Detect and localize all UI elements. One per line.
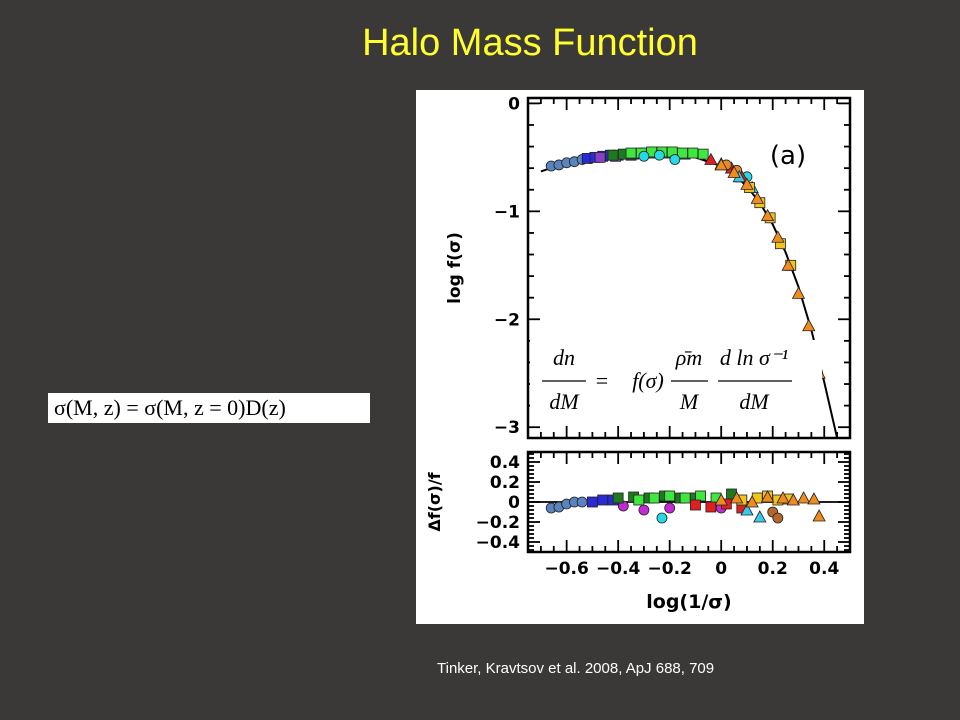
bottom-xtick-label: 0.2 <box>758 559 788 579</box>
equation-inset-term: f(σ) <box>632 368 664 393</box>
data-point <box>727 165 741 178</box>
data-point <box>802 318 816 332</box>
bottom-ytick-label: 0 <box>508 493 520 513</box>
bottom-ytick-label: 0.2 <box>490 473 520 493</box>
residual-point <box>740 503 754 516</box>
residual-point <box>656 512 668 524</box>
residual-point <box>729 491 744 504</box>
data-point <box>669 154 681 165</box>
data-point <box>714 158 728 171</box>
equation-inset-term: dM <box>549 389 580 414</box>
sigma-equation: σ(M, z) = σ(M, z = 0)D(z) <box>48 393 370 423</box>
top-ytick-label: −2 <box>494 310 520 330</box>
residual-point <box>714 493 728 506</box>
residual-point <box>705 501 717 513</box>
data-point <box>771 230 785 243</box>
bottom-xtick-label: −0.6 <box>544 559 588 579</box>
residual-point <box>807 492 821 505</box>
residual-point <box>664 502 676 514</box>
data-point <box>704 152 718 165</box>
bottom-ytick-label: 0.4 <box>490 453 520 473</box>
bottom-xtick-label: 0.4 <box>809 559 839 579</box>
residual-point <box>760 490 775 503</box>
bottom-ytick-label: −0.2 <box>476 513 520 533</box>
residual-point <box>679 492 691 504</box>
bottom-ytick-label: −0.4 <box>476 533 521 553</box>
residual-point <box>597 494 609 506</box>
residual-point <box>612 492 624 504</box>
equation-inset-bg <box>530 340 822 424</box>
residual-point <box>786 493 801 506</box>
top-frame <box>526 96 852 440</box>
residual-point <box>772 512 784 524</box>
equation-inset-term: d ln σ⁻¹ <box>720 345 788 370</box>
residual-point <box>812 509 826 522</box>
bottom-xtick-label: −0.4 <box>596 559 641 579</box>
data-point <box>740 177 754 190</box>
halo-mass-function-figure: 0 −1 −2 −3 (a) log f(σ) dn dM f(σ) ρ̄m Md ln σ⁻¹ dM… <box>425 94 852 613</box>
data-point <box>697 148 709 160</box>
residual-point <box>586 496 598 508</box>
bottom-xtick-label: 0 <box>715 559 727 579</box>
residual-point <box>576 496 588 508</box>
residual-point <box>638 504 650 516</box>
citation: Tinker, Kravtsov et al. 2008, ApJ 688, 7… <box>437 660 715 677</box>
data-point <box>760 208 775 222</box>
residual-point <box>633 494 645 506</box>
data-point <box>607 149 619 161</box>
residual-point <box>690 499 701 511</box>
panel-label: (a) <box>770 141 806 171</box>
data-point <box>750 191 764 204</box>
data-point <box>638 150 650 162</box>
bottom-ylabel: Δf(σ)/f <box>425 471 444 531</box>
equation-inset-term: dM <box>739 389 770 414</box>
data-point <box>625 147 637 159</box>
data-point <box>594 151 606 163</box>
bottom-xtick-label: −0.2 <box>648 559 692 579</box>
residual-point <box>695 490 706 502</box>
data-point <box>653 149 665 161</box>
data-point <box>791 286 806 299</box>
bottom-xlabel: log(1/σ) <box>646 591 732 613</box>
top-ytick-label: 0 <box>508 94 520 114</box>
top-ylabel: log f(σ) <box>445 232 465 304</box>
residual-point <box>753 510 767 523</box>
equation-inset-term: dn <box>553 345 575 370</box>
residual-point <box>648 492 660 504</box>
residual-point <box>745 495 759 508</box>
bottom-plot: 0.40.20−0.2−0.4−0.6 −0.4 −0.2 0 0.2 0.4Δf(σ)/… <box>425 450 852 613</box>
top-ytick-label: −3 <box>494 418 520 438</box>
equation-inset-term: ρ̄m <box>675 345 702 370</box>
residual-point <box>776 491 790 504</box>
top-ytick-label: −1 <box>494 202 520 222</box>
top-plot: 0 −1 −2 −3 (a) log f(σ) dn dM f(σ) ρ̄m Md ln σ⁻¹ dM… <box>445 94 852 440</box>
data-point <box>781 258 795 271</box>
residual-point <box>664 490 676 502</box>
equation-inset-equals: = <box>596 368 608 393</box>
data-point <box>687 147 699 159</box>
equation-inset-term: M <box>679 389 700 414</box>
residual-point <box>796 491 811 504</box>
slide-title: Halo Mass Function <box>362 22 698 64</box>
